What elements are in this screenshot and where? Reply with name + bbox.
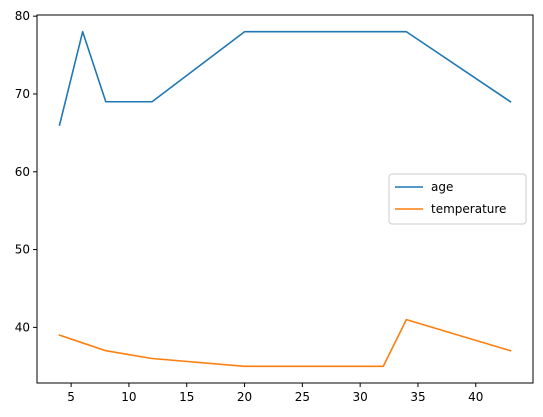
x-tick-label: 35: [410, 390, 425, 404]
legend: age temperature: [388, 173, 527, 225]
legend-label-age: age: [431, 180, 453, 194]
x-tick-label: 5: [67, 390, 75, 404]
x-tick-label: 40: [468, 390, 483, 404]
x-tick-label: 20: [237, 390, 252, 404]
axes-frame: [36, 14, 534, 384]
series-line-temperature: [58, 318, 512, 368]
series-line-age: [58, 30, 512, 127]
legend-box: [388, 173, 527, 225]
x-tick-label: 10: [121, 390, 136, 404]
x-tick-label: 15: [179, 390, 194, 404]
x-tick-label: 25: [295, 390, 310, 404]
series-lines: [58, 30, 512, 368]
x-axis-ticks: 5 10 15 20 25 30 35 40: [67, 383, 483, 404]
y-tick-label: 80: [15, 9, 30, 23]
y-tick-label: 40: [15, 320, 30, 334]
plot-area: [36, 14, 534, 384]
x-tick-label: 30: [353, 390, 368, 404]
legend-label-temperature: temperature: [431, 202, 506, 216]
y-tick-label: 50: [15, 243, 30, 257]
y-tick-label: 70: [15, 87, 30, 101]
y-tick-label: 60: [15, 165, 30, 179]
y-axis-ticks: 40 50 60 70 80: [15, 9, 37, 334]
